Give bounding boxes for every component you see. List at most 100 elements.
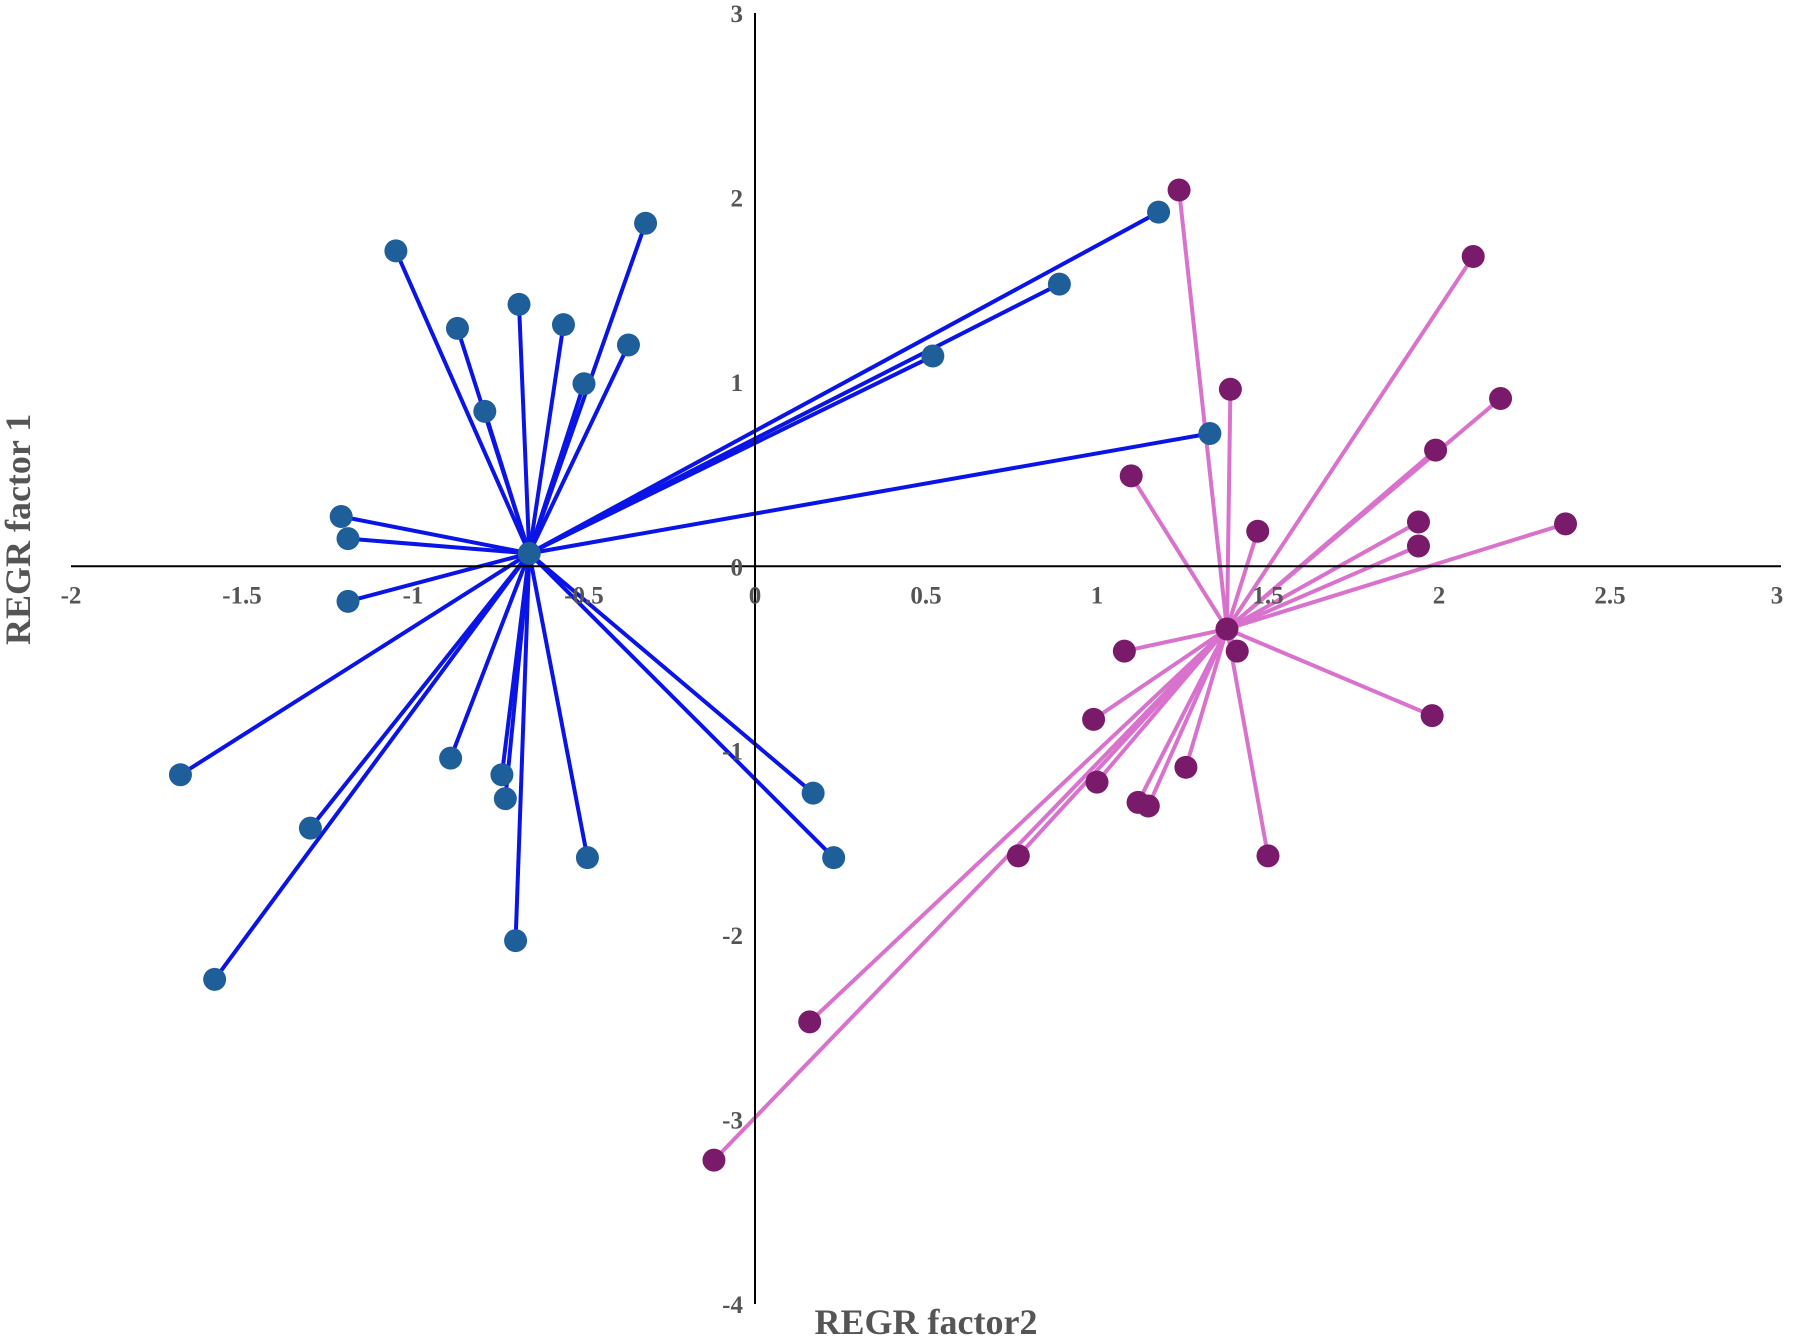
- data-point: [1461, 244, 1485, 268]
- connector-line: [213, 552, 531, 981]
- data-point: [298, 816, 322, 840]
- data-point: [168, 763, 192, 787]
- x-tick-label: 0.5: [910, 582, 941, 609]
- connector-line: [1146, 628, 1229, 807]
- y-tick-label: -1: [722, 739, 743, 766]
- data-point: [1047, 272, 1071, 296]
- connector-line: [808, 627, 1229, 1024]
- data-points: [168, 178, 1578, 1172]
- connector-line: [347, 551, 530, 604]
- data-point: [1406, 510, 1430, 534]
- y-tick-label: -3: [722, 1108, 743, 1135]
- connector-line: [1224, 389, 1233, 630]
- data-point: [1554, 512, 1578, 536]
- data-point: [822, 846, 846, 870]
- data-point: [798, 1010, 822, 1034]
- connector-line: [1129, 474, 1229, 631]
- x-tick-label: -0.5: [564, 582, 604, 609]
- data-point: [1246, 519, 1270, 543]
- x-tick-label: -1.5: [222, 582, 262, 609]
- x-tick-label: 1: [1091, 582, 1104, 609]
- connector-line: [1225, 520, 1420, 631]
- y-tick-label: 0: [731, 554, 744, 581]
- connector-line: [179, 551, 531, 777]
- connector-line: [1123, 627, 1228, 654]
- connector-line: [1177, 189, 1229, 630]
- connector-line: [1226, 544, 1420, 631]
- connector-line: [513, 553, 532, 941]
- y-tick-label: 3: [731, 1, 744, 28]
- connector-line: [1184, 628, 1229, 768]
- data-point: [329, 504, 353, 528]
- data-point: [1424, 438, 1448, 462]
- connector-line: [1226, 627, 1433, 718]
- connector-line: [1224, 628, 1270, 857]
- data-point: [702, 1148, 726, 1172]
- connector-line: [527, 383, 586, 554]
- connector-line: [482, 410, 532, 554]
- connector-line: [712, 627, 1229, 1162]
- data-point: [490, 763, 514, 787]
- data-point: [1006, 844, 1030, 868]
- data-point: [1136, 794, 1160, 818]
- x-tick-label: 2.5: [1594, 582, 1625, 609]
- connector-line: [1225, 530, 1260, 630]
- data-point: [572, 372, 596, 396]
- connector-line: [1225, 448, 1437, 631]
- data-point: [921, 344, 945, 368]
- data-point: [551, 313, 575, 337]
- connector-line: [528, 210, 1160, 556]
- x-tick-label: 2: [1433, 582, 1446, 609]
- data-point: [1225, 639, 1249, 663]
- connector-line: [1226, 521, 1567, 631]
- centroid-point: [1215, 617, 1239, 641]
- y-tick-label: 2: [731, 185, 744, 212]
- connector-line: [347, 536, 530, 556]
- data-point: [1198, 421, 1222, 445]
- data-point: [616, 333, 640, 357]
- data-point: [1218, 377, 1242, 401]
- data-point: [504, 929, 528, 953]
- data-point: [507, 292, 531, 316]
- y-tick-label: -4: [722, 1292, 743, 1319]
- connector-line: [308, 552, 531, 830]
- x-tick-label: 3: [1771, 582, 1784, 609]
- connector-line: [528, 431, 1211, 556]
- data-point: [1167, 178, 1191, 202]
- connector-line: [528, 282, 1061, 556]
- data-point: [445, 316, 469, 340]
- x-tick-label: 0: [749, 582, 762, 609]
- data-point: [439, 746, 463, 770]
- connector-lines: [179, 189, 1567, 1162]
- y-tick-label: 1: [731, 370, 744, 397]
- y-tick-labels: 3 2 1 0 -1 -2 -3 -4: [722, 1, 743, 1319]
- y-axis-title: REGR factor 1: [0, 414, 38, 645]
- x-axis-title: REGR factor2: [815, 1302, 1038, 1340]
- x-tick-label: 1.5: [1252, 582, 1283, 609]
- y-tick-label: -2: [722, 923, 743, 950]
- data-point: [1147, 200, 1171, 224]
- data-point: [384, 239, 408, 263]
- data-point: [575, 846, 599, 870]
- connector-line: [527, 551, 815, 795]
- connector-line: [527, 324, 566, 554]
- connector-line: [527, 344, 631, 555]
- data-point: [1489, 386, 1513, 410]
- data-point: [1406, 534, 1430, 558]
- data-point: [1420, 704, 1444, 728]
- connector-line: [527, 551, 836, 860]
- data-point: [1085, 770, 1109, 794]
- connector-line: [503, 553, 532, 799]
- connector-line: [1092, 627, 1229, 722]
- data-point: [336, 527, 360, 551]
- data-point: [493, 787, 517, 811]
- connector-line: [527, 553, 590, 859]
- data-point: [801, 781, 825, 805]
- data-point: [1174, 755, 1198, 779]
- data-point: [336, 589, 360, 613]
- x-tick-labels: -2 -1.5 -1 -0.5 0 0.5 1 1.5 2 2.5 3: [61, 582, 1784, 609]
- x-tick-label: -1: [403, 582, 424, 609]
- data-point: [473, 399, 497, 423]
- data-point: [203, 967, 227, 991]
